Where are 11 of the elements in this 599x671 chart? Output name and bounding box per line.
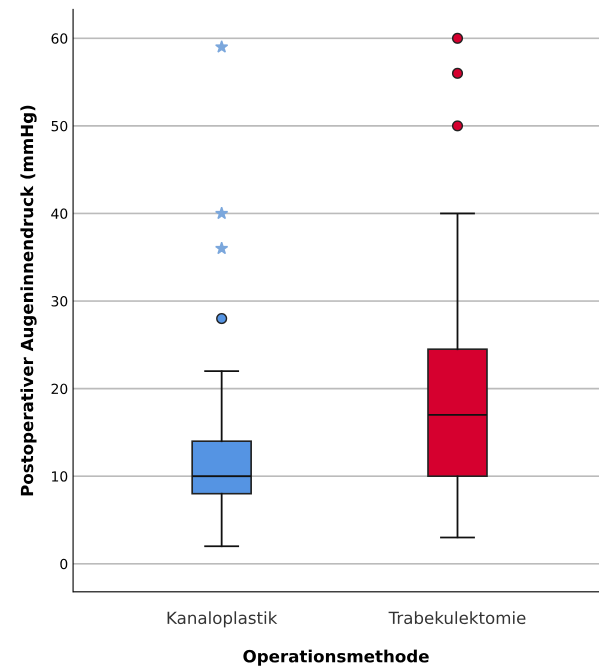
y-tick-label: 30 <box>52 296 68 307</box>
y-tick-label: 40 <box>51 208 68 219</box>
y-axis-title: Postoperativer Augeninnendruck (mmHg) <box>20 106 37 496</box>
x-tick-label: Trabekulektomie <box>388 611 526 624</box>
y-tick-label: 0 <box>60 558 68 570</box>
y-tick-label: 50 <box>52 120 68 132</box>
y-tick-label: 10 <box>52 471 68 482</box>
x-tick-label: Kanaloplastik <box>168 611 278 628</box>
y-tick-label: 60 <box>52 33 68 44</box>
y-tick-label: 20 <box>52 384 68 394</box>
x-axis-title: Operationsmethode <box>243 650 429 666</box>
